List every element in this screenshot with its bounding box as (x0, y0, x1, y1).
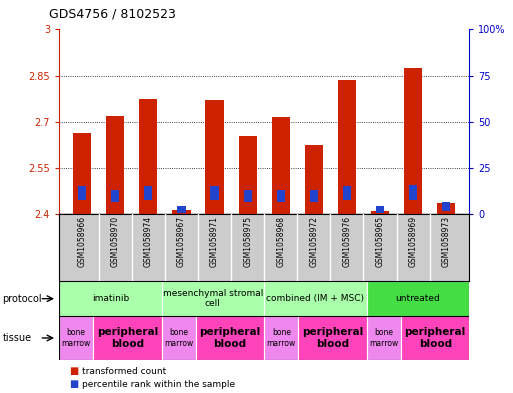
Text: transformed count: transformed count (82, 367, 166, 376)
Text: peripheral
blood: peripheral blood (97, 327, 158, 349)
Bar (437, 204, 456, 214)
Text: ■: ■ (69, 379, 78, 389)
Text: GSM1058975: GSM1058975 (243, 216, 252, 267)
Text: GSM1058966: GSM1058966 (77, 216, 87, 267)
Bar (404, 68, 422, 214)
Bar (59, 316, 93, 360)
Bar (59, 281, 162, 316)
Text: bone
marrow: bone marrow (267, 328, 296, 348)
Bar (210, 187, 219, 200)
Text: GSM1058972: GSM1058972 (309, 216, 319, 267)
Bar (172, 209, 190, 214)
Text: bone
marrow: bone marrow (369, 328, 399, 348)
Text: GSM1058971: GSM1058971 (210, 216, 219, 267)
Bar (205, 100, 224, 214)
Bar (371, 211, 389, 214)
Text: tissue: tissue (3, 333, 32, 343)
Bar (409, 185, 417, 200)
Text: GSM1058974: GSM1058974 (144, 216, 153, 267)
Bar (244, 189, 252, 202)
Bar (367, 316, 401, 360)
Text: untreated: untreated (396, 294, 441, 303)
Bar (78, 187, 86, 200)
Bar (196, 316, 264, 360)
Text: bone
marrow: bone marrow (62, 328, 91, 348)
Bar (177, 206, 186, 213)
Text: GDS4756 / 8102523: GDS4756 / 8102523 (49, 8, 175, 21)
Bar (162, 316, 196, 360)
Text: protocol: protocol (3, 294, 42, 304)
Bar (367, 281, 469, 316)
Text: bone
marrow: bone marrow (164, 328, 193, 348)
Bar (442, 202, 450, 211)
Text: mesenchymal stromal
cell: mesenchymal stromal cell (163, 289, 263, 309)
Bar (239, 136, 256, 214)
Text: percentile rank within the sample: percentile rank within the sample (82, 380, 235, 389)
Text: GSM1058970: GSM1058970 (111, 216, 120, 267)
Bar (106, 116, 124, 214)
Text: GSM1058969: GSM1058969 (409, 216, 418, 267)
Text: ■: ■ (69, 366, 78, 376)
Text: GSM1058973: GSM1058973 (442, 216, 451, 267)
Bar (305, 145, 323, 214)
Bar (401, 316, 469, 360)
Text: imatinib: imatinib (92, 294, 129, 303)
Text: combined (IM + MSC): combined (IM + MSC) (266, 294, 365, 303)
Bar (299, 316, 367, 360)
Bar (73, 132, 91, 214)
Bar (162, 281, 264, 316)
Bar (376, 206, 384, 213)
Text: GSM1058967: GSM1058967 (177, 216, 186, 267)
Bar (277, 189, 285, 202)
Text: peripheral
blood: peripheral blood (405, 327, 466, 349)
Bar (310, 189, 318, 202)
Bar (139, 99, 157, 214)
Text: GSM1058976: GSM1058976 (343, 216, 351, 267)
Bar (343, 187, 351, 200)
Bar (264, 281, 367, 316)
Text: peripheral
blood: peripheral blood (302, 327, 363, 349)
Bar (144, 187, 152, 200)
Text: GSM1058965: GSM1058965 (376, 216, 385, 267)
Text: peripheral
blood: peripheral blood (200, 327, 261, 349)
Bar (93, 316, 162, 360)
Bar (272, 117, 290, 214)
Bar (264, 316, 299, 360)
Bar (111, 189, 120, 202)
Text: GSM1058968: GSM1058968 (276, 216, 285, 267)
Bar (338, 80, 356, 214)
